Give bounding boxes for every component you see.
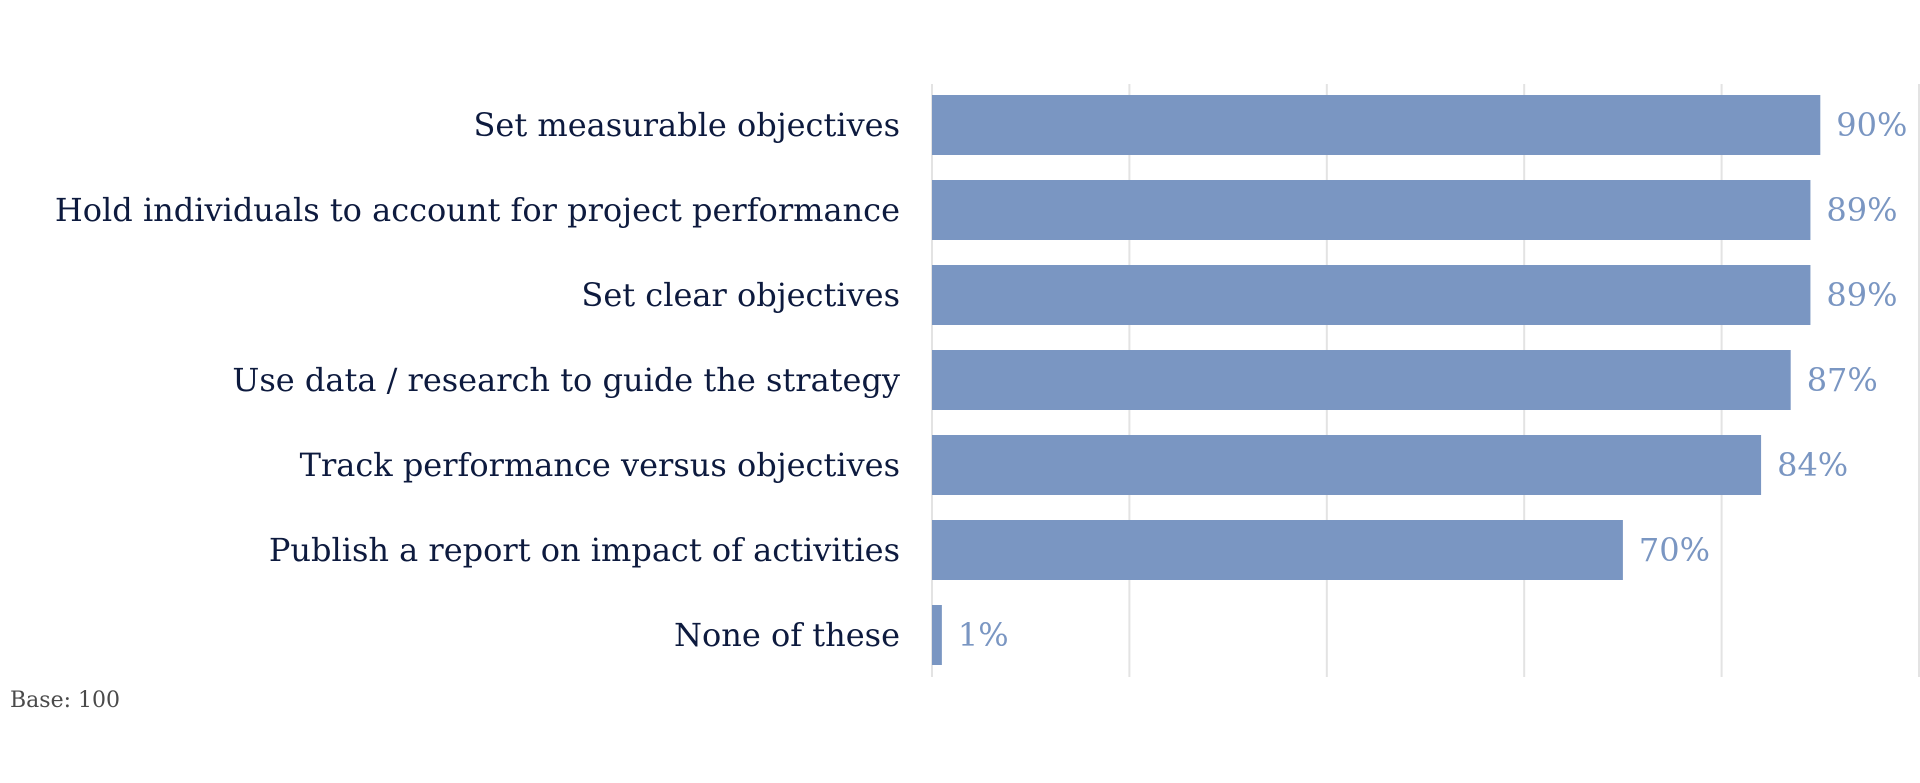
bar	[932, 520, 1623, 580]
value-label: 70%	[1639, 531, 1710, 569]
category-label: Publish a report on impact of activities	[269, 531, 900, 569]
base-footnote: Base: 100	[10, 688, 120, 713]
bar	[932, 435, 1762, 495]
category-label: Use data / research to guide the strateg…	[232, 361, 900, 399]
value-label: 89%	[1826, 276, 1897, 314]
value-label: 84%	[1777, 446, 1848, 484]
value-labels: 90% 89% 89% 87% 84% 70% 1%	[958, 106, 1908, 654]
value-label: 1%	[958, 616, 1009, 654]
category-label: Track performance versus objectives	[300, 446, 900, 484]
bar	[932, 350, 1791, 410]
category-label: None of these	[674, 616, 900, 654]
category-label: Set measurable objectives	[473, 106, 900, 144]
bars	[932, 95, 1821, 665]
bar	[932, 180, 1811, 240]
value-label: 87%	[1807, 361, 1878, 399]
bar-chart: Set measurable objectives Hold individual…	[55, 84, 1920, 677]
category-label: Set clear objectives	[581, 276, 900, 314]
bar	[932, 605, 942, 665]
category-label: Hold individuals to account for project …	[55, 191, 900, 229]
category-labels: Set measurable objectives Hold individual…	[55, 106, 900, 654]
value-label: 89%	[1826, 191, 1897, 229]
bar	[932, 265, 1811, 325]
value-label: 90%	[1836, 106, 1907, 144]
bar	[932, 95, 1821, 155]
